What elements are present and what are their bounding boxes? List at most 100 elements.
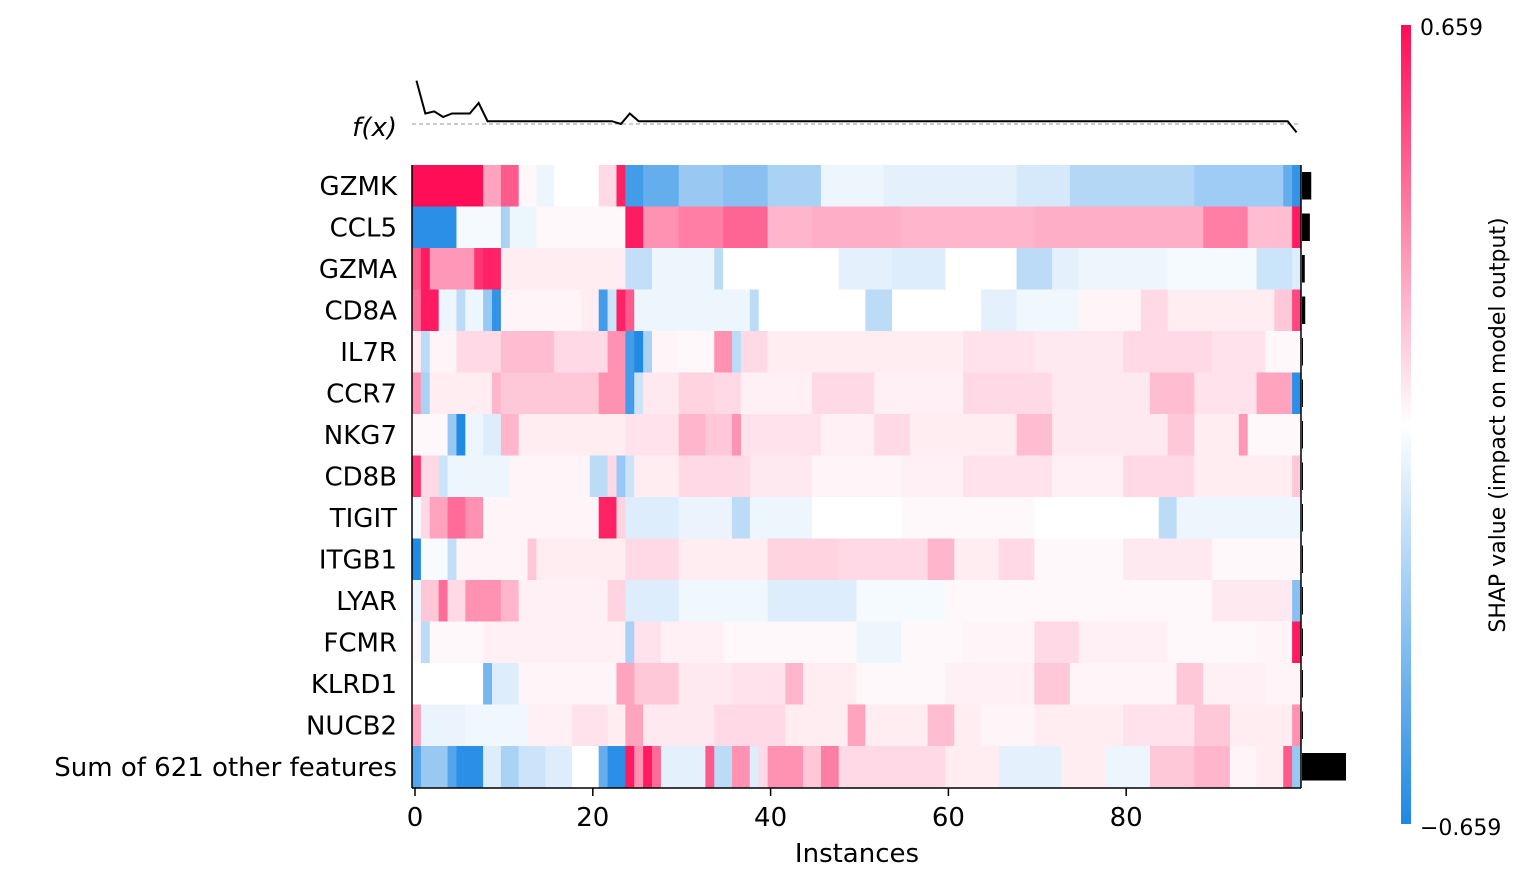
- heatmap-cell: [465, 289, 484, 332]
- heatmap-cell: [723, 248, 840, 290]
- heatmap-cell: [1274, 289, 1293, 332]
- heatmap-cell: [909, 414, 1018, 456]
- heatmap-cell: [1203, 663, 1266, 705]
- heatmap-cell: [518, 746, 546, 788]
- heatmap-cell: [634, 455, 680, 498]
- heatmap-cell: [625, 704, 644, 747]
- heatmap-cell: [412, 331, 422, 373]
- feature-label: FCMR: [323, 628, 397, 658]
- feature-label: KLRD1: [311, 670, 397, 700]
- heatmap-cell: [767, 331, 875, 373]
- heatmap-cell: [945, 663, 1035, 705]
- heatmap-cell: [945, 248, 1018, 290]
- heatmap-cell: [420, 538, 449, 581]
- heatmap-cell: [1194, 746, 1231, 788]
- heatmap-cell: [678, 455, 751, 498]
- heatmap-cell: [412, 455, 422, 498]
- heatmap-cell: [500, 248, 626, 290]
- heatmap-cell: [678, 414, 706, 456]
- heatmap-cell: [518, 414, 626, 456]
- heatmap-cell: [900, 206, 1035, 249]
- fx-panel: f(x): [352, 80, 1301, 143]
- heatmap-cell: [527, 704, 573, 747]
- heatmap-cell: [1247, 289, 1275, 332]
- heatmap-cell: [767, 165, 822, 207]
- colorbar-gradient: [1401, 25, 1411, 824]
- heatmap-cell: [1140, 289, 1169, 332]
- heatmap-cell: [1105, 746, 1151, 788]
- heatmap-cell: [963, 621, 1035, 664]
- heatmap-cell: [1078, 289, 1142, 332]
- heatmap-cell: [820, 414, 875, 456]
- heatmap-cell: [634, 331, 644, 373]
- heatmap-cell: [865, 704, 929, 747]
- heatmap-cell: [1194, 414, 1240, 456]
- heatmap-cell: [1176, 497, 1302, 539]
- heatmap-cell: [420, 248, 431, 290]
- heatmap-cell: [1176, 663, 1204, 705]
- heatmap-cell: [1167, 289, 1249, 332]
- heatmap-cell: [1194, 704, 1231, 747]
- heatmap-cell: [732, 414, 742, 456]
- heatmap-cell: [536, 621, 626, 664]
- heatmap-cell: [1149, 746, 1195, 788]
- heatmap-cell: [874, 331, 964, 373]
- heatmap-cell: [678, 372, 715, 415]
- heatmap-cell: [1123, 538, 1213, 581]
- heatmap-cell: [420, 455, 440, 498]
- heatmap-cell: [643, 746, 653, 788]
- heatmap-cell: [412, 165, 484, 207]
- heatmap-cell: [625, 414, 680, 456]
- heatmap-cell: [678, 165, 724, 207]
- heatmap-cell: [652, 746, 662, 788]
- heatmap-cell: [1078, 580, 1213, 622]
- heatmap-cell: [429, 497, 449, 539]
- heatmap-cell: [509, 206, 537, 249]
- heatmap-cell: [429, 248, 475, 290]
- heatmap-cell: [1034, 497, 1160, 539]
- heatmap-cell: [732, 663, 786, 705]
- importance-bar: [1302, 462, 1303, 490]
- x-tick-label: 40: [754, 803, 787, 833]
- heatmap-cell: [616, 165, 626, 207]
- heatmap-cell: [1229, 704, 1293, 747]
- heatmap-cell: [625, 538, 680, 581]
- heatmap-cell: [1265, 663, 1302, 705]
- heatmap-cell: [1123, 331, 1213, 373]
- x-tick-label: 20: [576, 803, 609, 833]
- heatmap-cell: [767, 580, 857, 622]
- heatmap-cell: [980, 289, 1018, 332]
- heatmap-cell: [429, 331, 457, 373]
- heatmap-cell: [963, 372, 1053, 415]
- heatmap-cell: [705, 414, 733, 456]
- heatmap-cell: [705, 746, 715, 788]
- heatmap-cell: [412, 621, 422, 664]
- heatmap-cell: [954, 704, 982, 747]
- heatmap-cell: [420, 746, 449, 788]
- heatmap-cell: [518, 663, 617, 705]
- heatmap-cell: [1069, 663, 1178, 705]
- heatmap-cell: [1292, 455, 1302, 498]
- heatmap-cell: [945, 580, 1080, 622]
- heatmap-cell: [749, 746, 760, 788]
- heatmap-cell: [607, 289, 617, 332]
- heatmap-cell: [456, 538, 475, 581]
- heatmap-cell: [500, 331, 555, 373]
- heatmap-cell: [652, 248, 715, 290]
- heatmap-cell: [732, 331, 742, 373]
- feature-label: CCR7: [326, 379, 397, 409]
- heatmap-cell: [1034, 538, 1124, 581]
- heatmap-cell: [412, 372, 422, 415]
- heatmap-cell: [1167, 414, 1195, 456]
- heatmap-cell: [465, 414, 484, 456]
- heatmap-cell: [1078, 621, 1169, 664]
- heatmap-cell: [412, 580, 422, 622]
- heatmap-cell: [456, 289, 466, 332]
- heatmap-cell: [625, 372, 635, 415]
- heatmap-cell: [767, 206, 813, 249]
- heatmap-cell: [616, 497, 626, 539]
- heatmap-cell: [1034, 704, 1124, 747]
- heatmap-cell: [998, 746, 1062, 788]
- heatmap-cell: [714, 331, 733, 373]
- heatmap-cell: [945, 746, 1000, 788]
